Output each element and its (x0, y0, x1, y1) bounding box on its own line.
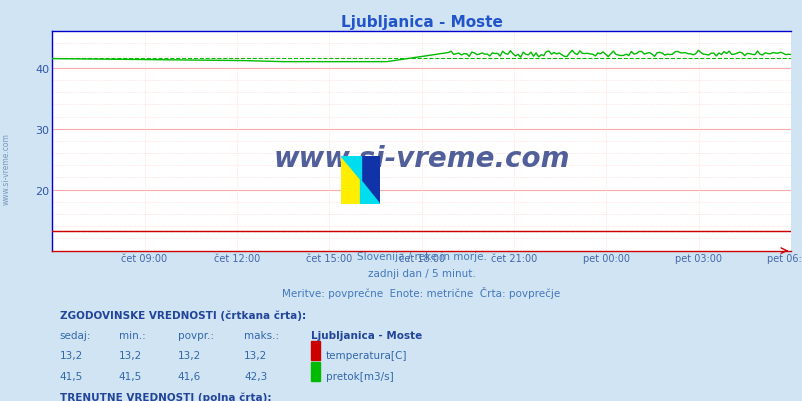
Text: 41,5: 41,5 (119, 371, 142, 381)
Polygon shape (360, 180, 379, 205)
Text: maks.:: maks.: (244, 330, 279, 340)
Text: min.:: min.: (119, 330, 145, 340)
Bar (310, 362, 320, 381)
Text: 13,2: 13,2 (59, 350, 83, 360)
Text: 41,6: 41,6 (177, 371, 200, 381)
Text: TRENUTNE VREDNOSTI (polna črta):: TRENUTNE VREDNOSTI (polna črta): (59, 391, 271, 401)
Text: temperatura[C]: temperatura[C] (325, 350, 407, 360)
Text: 13,2: 13,2 (119, 350, 142, 360)
Text: Meritve: povprečne  Enote: metrične  Črta: povprečje: Meritve: povprečne Enote: metrične Črta:… (282, 286, 560, 298)
Bar (310, 342, 320, 360)
Text: ZGODOVINSKE VREDNOSTI (črtkana črta):: ZGODOVINSKE VREDNOSTI (črtkana črta): (59, 310, 306, 320)
Text: sedaj:: sedaj: (59, 330, 91, 340)
Text: povpr.:: povpr.: (177, 330, 213, 340)
Title: Ljubljanica - Moste: Ljubljanica - Moste (340, 14, 502, 30)
Text: 13,2: 13,2 (244, 350, 267, 360)
Text: pretok[m3/s]: pretok[m3/s] (325, 371, 393, 381)
Text: www.si-vreme.com: www.si-vreme.com (273, 145, 569, 173)
Text: 13,2: 13,2 (177, 350, 200, 360)
Bar (341, 156, 360, 205)
Polygon shape (341, 156, 360, 180)
Text: www.si-vreme.com: www.si-vreme.com (2, 133, 11, 204)
Text: Ljubljanica - Moste: Ljubljanica - Moste (310, 330, 422, 340)
Text: 41,5: 41,5 (59, 371, 83, 381)
Text: Slovenija / reke in morje.: Slovenija / reke in morje. (356, 251, 486, 261)
Bar (360, 156, 379, 205)
Text: zadnji dan / 5 minut.: zadnji dan / 5 minut. (367, 269, 475, 279)
Text: 42,3: 42,3 (244, 371, 267, 381)
